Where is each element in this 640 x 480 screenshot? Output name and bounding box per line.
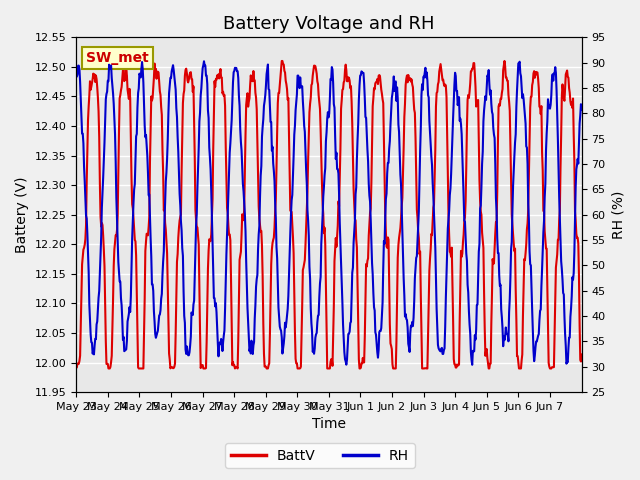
Y-axis label: RH (%): RH (%) (611, 191, 625, 239)
Legend: BattV, RH: BattV, RH (225, 443, 415, 468)
Y-axis label: Battery (V): Battery (V) (15, 177, 29, 253)
Text: SW_met: SW_met (86, 51, 149, 65)
Title: Battery Voltage and RH: Battery Voltage and RH (223, 15, 435, 33)
X-axis label: Time: Time (312, 418, 346, 432)
